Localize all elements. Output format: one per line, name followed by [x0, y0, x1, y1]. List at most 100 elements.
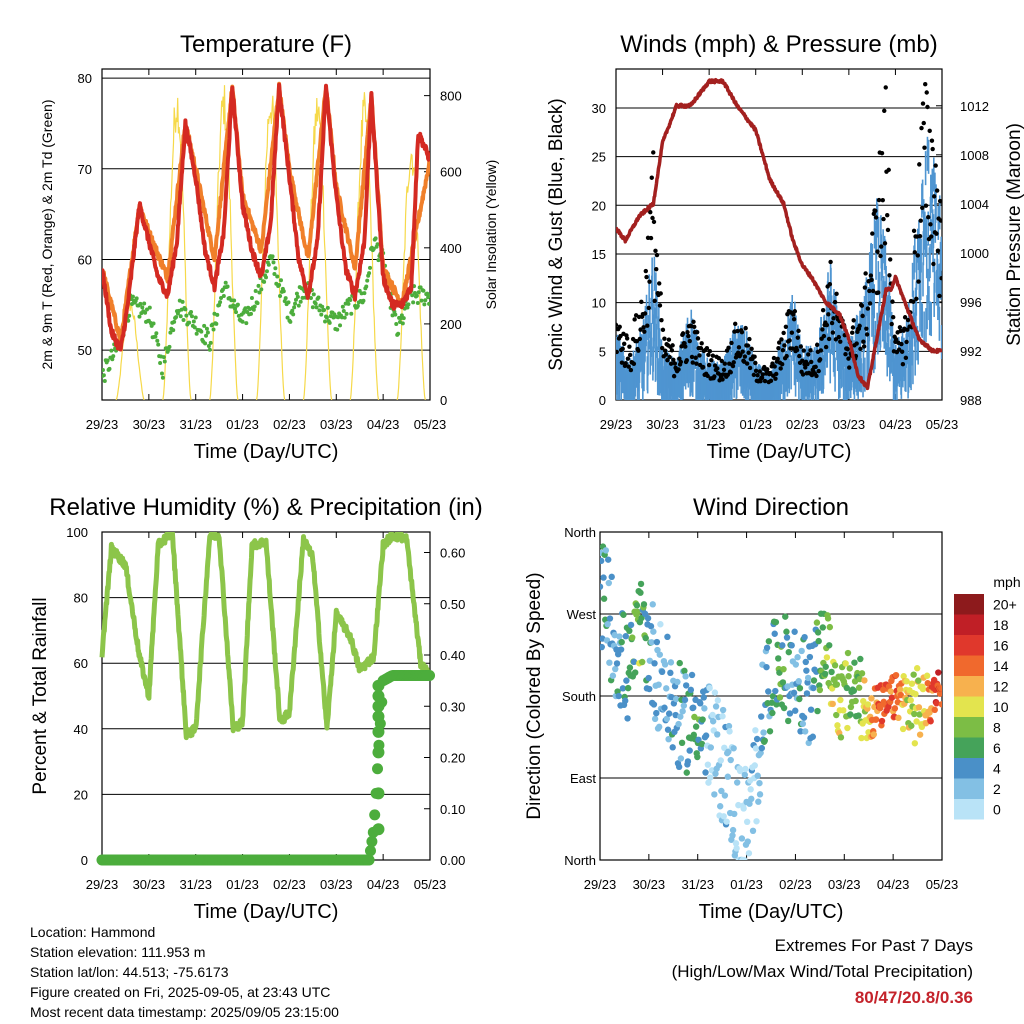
gust-point	[916, 279, 921, 284]
gust-point	[709, 357, 714, 363]
dewpoint-point	[414, 293, 419, 298]
gust-point	[639, 299, 644, 305]
gust-point	[621, 341, 627, 346]
dewpoint-point	[189, 309, 194, 314]
dewpoint-point	[171, 328, 176, 333]
dewpoint-point	[167, 344, 172, 349]
gust-point	[873, 208, 878, 213]
direction-point	[700, 694, 707, 701]
gust-point	[669, 348, 675, 353]
temperature-frame	[101, 68, 431, 401]
precipitation-point	[372, 725, 385, 738]
legend-label: 4	[993, 760, 1001, 776]
dewpoint-point	[325, 305, 330, 310]
gust-point	[775, 356, 780, 362]
gust-point	[912, 250, 918, 255]
direction-point	[807, 706, 815, 713]
dewpoint-point	[180, 299, 185, 304]
dewpoint-point	[314, 305, 319, 310]
direction-point	[758, 744, 766, 752]
direction-point	[786, 710, 794, 717]
speed-legend: mph 0 2 4 6 8 10 12 14 16 18 20+	[954, 574, 1021, 820]
gust-point	[857, 323, 862, 329]
direction-point	[642, 634, 649, 642]
latlon-text: Station lat/lon: 44.513; -75.6173	[30, 964, 229, 980]
direction-point	[766, 728, 774, 735]
gust-point	[654, 252, 660, 258]
direction-point	[706, 684, 713, 692]
gust-point	[747, 336, 752, 342]
direction-point	[622, 633, 629, 640]
direction-point	[802, 658, 809, 666]
dewpoint-point	[295, 294, 300, 299]
direction-point	[714, 731, 721, 738]
y2-tick-label: 992	[960, 344, 982, 359]
direction-point	[729, 832, 736, 839]
gust-point	[876, 290, 881, 295]
gust-point	[828, 259, 833, 265]
dewpoint-point	[202, 323, 207, 328]
dewpoint-point	[138, 301, 143, 306]
direction-point	[907, 697, 914, 704]
dewpoint-point	[324, 315, 329, 320]
direction-point	[616, 633, 623, 640]
x-tick-label: 02/23	[273, 877, 306, 892]
gust-point	[921, 120, 926, 126]
direction-point	[701, 705, 708, 712]
gust-point	[864, 332, 870, 337]
x-tick-label: 31/23	[179, 417, 212, 432]
gust-point	[814, 373, 819, 379]
direction-point	[624, 715, 631, 722]
gust-point	[869, 277, 874, 283]
dewpoint-point	[400, 321, 405, 326]
direction-point	[613, 660, 621, 667]
direction-point	[704, 761, 712, 768]
direction-point	[746, 800, 753, 807]
gust-point	[783, 324, 789, 329]
direction-title: Wind Direction	[693, 494, 849, 521]
direction-point	[725, 748, 732, 755]
x-tick-label: 29/23	[600, 417, 633, 432]
direction-point	[752, 745, 760, 752]
dewpoint-point	[271, 260, 276, 265]
dewpoint-point	[270, 254, 275, 259]
legend-title: mph	[993, 574, 1020, 590]
gust-point	[693, 355, 698, 360]
direction-point	[624, 684, 632, 692]
gust-point	[695, 329, 700, 335]
temperature-panel: Temperature (F) Time (Day/UTC) 29/23 30/23 3…	[39, 31, 499, 463]
legend-swatch	[954, 696, 984, 717]
direction-point	[761, 737, 768, 744]
direction-point	[686, 747, 693, 754]
direction-point	[900, 673, 907, 680]
direction-point	[760, 729, 767, 736]
precipitation-point	[372, 823, 385, 836]
dewpoint-point	[107, 366, 112, 371]
direction-point	[646, 685, 653, 693]
gust-point	[680, 331, 686, 336]
gust-point	[801, 348, 806, 353]
y2-tick-label: 800	[440, 89, 462, 104]
gust-point	[781, 330, 786, 336]
extremes-box: Extremes For Past 7 Days (High/Low/Max W…	[672, 933, 973, 1011]
gust-point	[911, 228, 917, 234]
direction-point	[916, 711, 923, 718]
x-tick-label: 02/23	[273, 417, 306, 432]
recent-timestamp-text: Most recent data timestamp: 2025/09/05 2…	[30, 1004, 339, 1020]
gust-point	[628, 367, 634, 373]
gust-point	[672, 361, 678, 366]
direction-point	[816, 686, 824, 694]
direction-point	[782, 613, 789, 620]
gust-point	[826, 336, 832, 342]
direction-point	[614, 650, 622, 658]
dewpoint-point	[323, 319, 328, 324]
gust-point	[779, 362, 785, 367]
direction-point	[878, 717, 886, 725]
direction-point	[822, 663, 829, 670]
gust-point	[922, 145, 927, 150]
temperature-ylabel-right: Solar Insolation (Yellow)	[483, 160, 499, 310]
direction-point	[916, 731, 924, 738]
gust-point	[790, 346, 795, 351]
dewpoint-point	[273, 266, 278, 271]
gust-point	[636, 348, 641, 353]
